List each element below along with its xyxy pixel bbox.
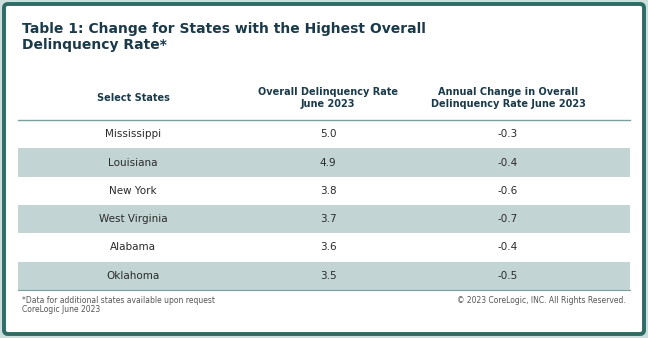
- Text: 3.8: 3.8: [319, 186, 336, 196]
- Text: Annual Change in Overall
Delinquency Rate June 2023: Annual Change in Overall Delinquency Rat…: [430, 87, 585, 109]
- Text: 3.6: 3.6: [319, 242, 336, 252]
- Text: West Virginia: West Virginia: [98, 214, 167, 224]
- Text: 4.9: 4.9: [319, 158, 336, 168]
- Bar: [18, 205, 630, 233]
- Bar: [18, 148, 630, 177]
- Bar: [18, 233, 630, 262]
- Bar: [18, 80, 630, 120]
- Text: Table 1: Change for States with the Highest Overall: Table 1: Change for States with the High…: [22, 22, 426, 36]
- Text: -0.6: -0.6: [498, 186, 518, 196]
- Text: 3.5: 3.5: [319, 271, 336, 281]
- Text: -0.3: -0.3: [498, 129, 518, 139]
- Text: -0.4: -0.4: [498, 158, 518, 168]
- Text: Select States: Select States: [97, 93, 169, 103]
- FancyBboxPatch shape: [4, 4, 644, 334]
- Text: CoreLogic June 2023: CoreLogic June 2023: [22, 305, 100, 314]
- Bar: [18, 262, 630, 290]
- Bar: [18, 177, 630, 205]
- Text: Louisiana: Louisiana: [108, 158, 157, 168]
- Text: Overall Delinquency Rate
June 2023: Overall Delinquency Rate June 2023: [258, 87, 398, 109]
- Text: New York: New York: [109, 186, 157, 196]
- Text: *Data for additional states available upon request: *Data for additional states available up…: [22, 296, 215, 305]
- Text: © 2023 CoreLogic, INC. All Rights Reserved.: © 2023 CoreLogic, INC. All Rights Reserv…: [457, 296, 626, 305]
- Text: 3.7: 3.7: [319, 214, 336, 224]
- Text: -0.7: -0.7: [498, 214, 518, 224]
- Text: -0.4: -0.4: [498, 242, 518, 252]
- Text: Delinquency Rate*: Delinquency Rate*: [22, 38, 167, 52]
- Bar: [18, 120, 630, 148]
- Text: Oklahoma: Oklahoma: [106, 271, 159, 281]
- Text: Mississippi: Mississippi: [105, 129, 161, 139]
- Text: Alabama: Alabama: [110, 242, 156, 252]
- Text: 5.0: 5.0: [319, 129, 336, 139]
- Text: -0.5: -0.5: [498, 271, 518, 281]
